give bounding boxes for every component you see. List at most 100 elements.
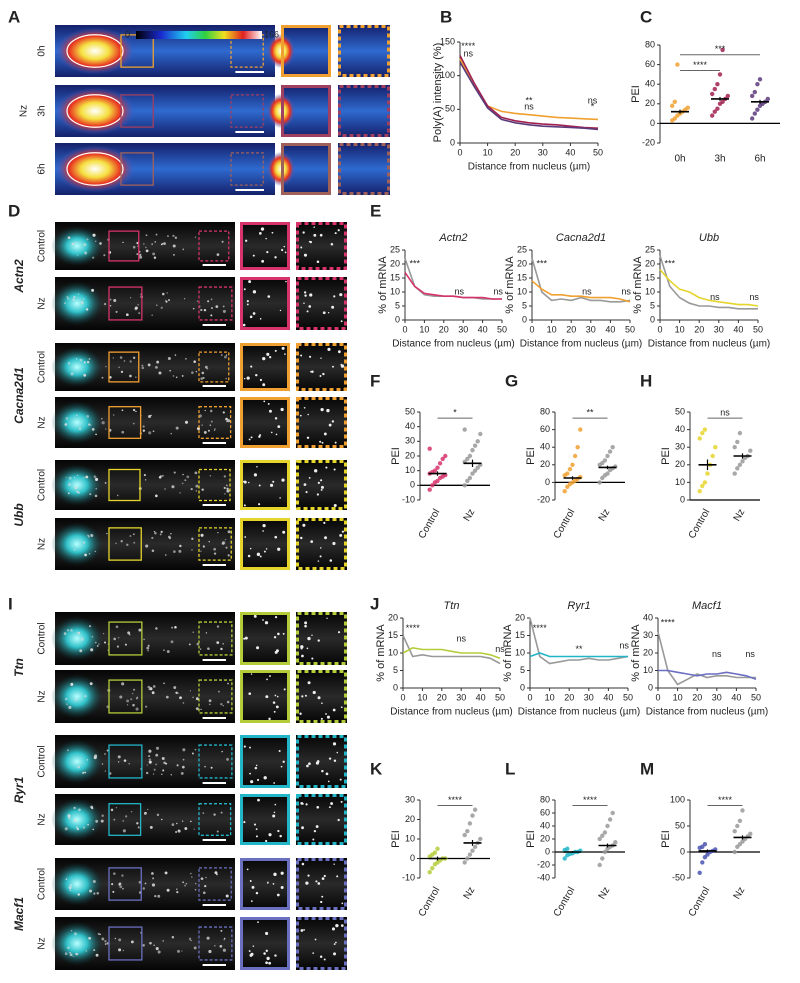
data-point — [472, 468, 478, 473]
mrna-spot — [86, 759, 89, 761]
inset — [296, 397, 347, 448]
condition-label: Control — [37, 469, 48, 501]
mrna-spot — [68, 476, 72, 480]
y-tick-label: 15 — [645, 272, 655, 282]
mrna-spot — [260, 227, 265, 231]
y-tick-label: 5 — [395, 300, 400, 310]
y-tick-label: 80 — [540, 794, 550, 804]
mrna-spot — [300, 246, 303, 249]
mrna-spot — [250, 365, 253, 368]
x-tick-label: 20 — [510, 147, 520, 157]
mrna-spot — [76, 826, 78, 829]
mrna-spot — [119, 695, 123, 699]
mrna-spot — [67, 236, 71, 240]
mrna-spot — [136, 822, 139, 825]
mrna-spot — [196, 300, 199, 302]
mrna-spot — [217, 690, 220, 693]
mrna-spot — [224, 355, 227, 359]
mrna-spot — [201, 488, 204, 491]
mrna-spot — [248, 280, 252, 284]
mrna-spot — [66, 629, 70, 632]
mrna-spot — [143, 243, 145, 245]
mrna-spot — [118, 948, 122, 952]
mrna-spot — [262, 524, 266, 528]
mrna-spot — [89, 889, 93, 893]
mrna-spot — [242, 323, 246, 327]
data-point — [697, 870, 702, 875]
inset — [240, 917, 290, 970]
mrna-spot — [269, 675, 271, 677]
mrna-spot — [161, 818, 163, 821]
mrna-spot — [116, 494, 119, 497]
mrna-spot — [274, 535, 278, 539]
y-tick-label: 20 — [515, 612, 525, 622]
mrna-spot — [315, 761, 319, 765]
mrna-spot — [106, 749, 109, 752]
mrna-spot — [210, 420, 213, 423]
mrna-spot — [306, 764, 309, 768]
mrna-spot — [211, 307, 213, 310]
colorbar-min: 0 — [125, 29, 130, 39]
data-point — [748, 448, 753, 453]
mrna-spot — [308, 477, 311, 479]
mrna-spot — [164, 871, 168, 875]
mrna-spot — [253, 614, 257, 618]
mrna-spot — [160, 530, 163, 534]
inset — [296, 460, 347, 510]
inset-frame — [240, 277, 290, 330]
inset-frame — [240, 670, 290, 723]
mrna-spot — [87, 535, 90, 538]
mrna-spot — [304, 694, 307, 697]
x-tick-label: 40 — [476, 692, 486, 702]
mrna-spot — [214, 871, 218, 875]
panel-letter: I — [8, 594, 13, 613]
mrna-spot — [160, 773, 163, 775]
y-axis-label: PEI — [390, 447, 402, 465]
mrna-spot — [256, 778, 260, 782]
mrna-spot — [149, 941, 152, 945]
inset-frame — [296, 277, 347, 330]
mrna-spot — [167, 357, 171, 361]
data-point — [737, 462, 743, 467]
data-point — [605, 471, 610, 476]
inset-frame — [338, 25, 390, 77]
mrna-spot — [70, 930, 73, 932]
annotation: **** — [693, 60, 708, 70]
data-point — [432, 468, 438, 473]
mrna-spot — [311, 370, 314, 374]
x-tick-label: 50 — [593, 147, 603, 157]
x-axis-label: Distance from nucleus (µm) — [390, 707, 512, 718]
mrna-spot — [258, 484, 261, 487]
mrna-spot — [93, 949, 96, 952]
mrna-spot — [95, 240, 97, 242]
data-point — [578, 427, 583, 432]
x-axis-label: Distance from nucleus (µm) — [648, 339, 770, 350]
x-tick-label: 20 — [564, 692, 574, 702]
mrna-spot — [113, 818, 116, 821]
roi-far — [198, 803, 232, 836]
roi-far — [198, 468, 231, 502]
mrna-spot — [165, 300, 168, 303]
mrna-spot — [195, 370, 198, 373]
mrna-spot — [151, 314, 153, 316]
mrna-spot — [200, 550, 202, 552]
mrna-spot — [110, 808, 114, 812]
mrna-spot — [316, 260, 320, 264]
data-point — [572, 453, 578, 459]
mrna-spot — [262, 619, 264, 621]
mrna-spot — [215, 305, 219, 309]
y-axis-label: % of mRNA — [377, 256, 389, 314]
mrna-spot — [250, 952, 254, 956]
mrna-spot — [160, 243, 163, 246]
mrna-spot — [246, 376, 250, 380]
mrna-spot — [148, 755, 151, 758]
mrna-spot — [84, 771, 87, 774]
mrna-spot — [86, 360, 90, 364]
mrna-spot — [161, 757, 165, 761]
mrna-spot — [208, 949, 212, 954]
inset-frame — [296, 343, 347, 391]
mrna-spot — [274, 349, 277, 352]
data-point — [472, 807, 478, 812]
series-line — [404, 271, 502, 300]
mrna-spot — [170, 533, 172, 535]
